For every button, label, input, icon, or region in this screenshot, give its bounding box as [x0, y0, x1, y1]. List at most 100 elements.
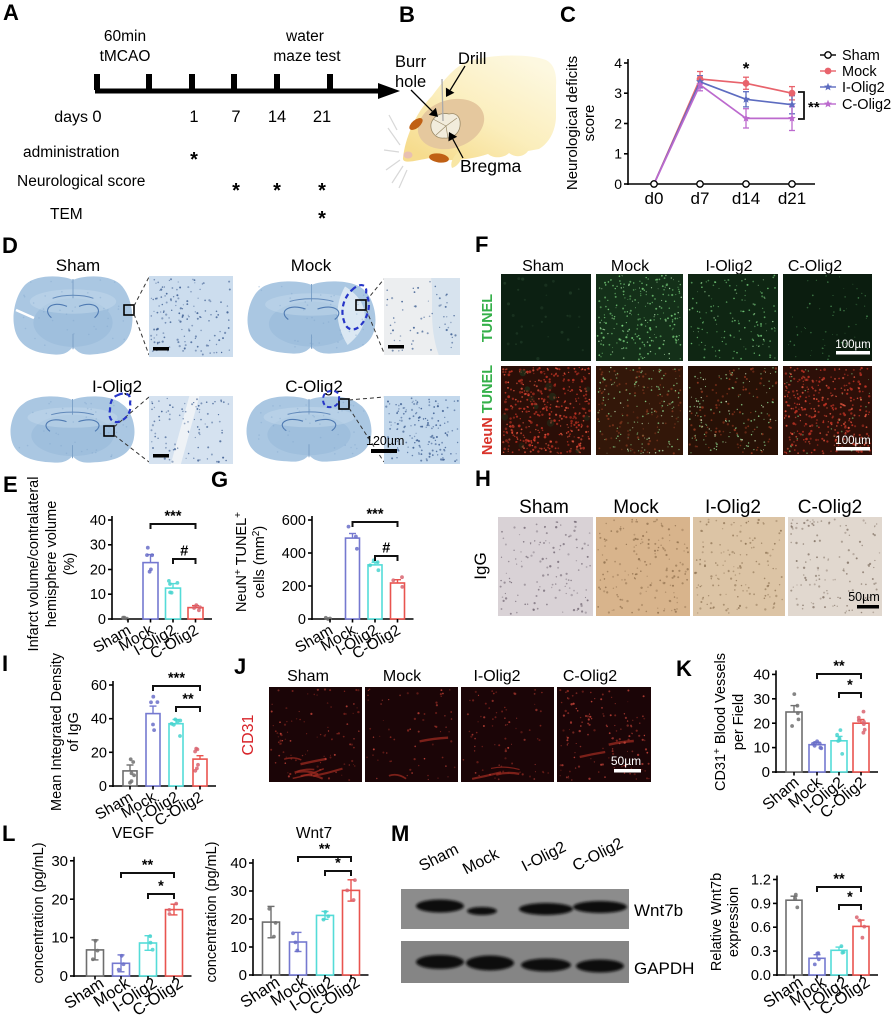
svg-text:Neurological score: Neurological score [17, 173, 145, 190]
svg-text:concentration (pg/mL): concentration (pg/mL) [204, 841, 220, 982]
svg-text:J: J [234, 654, 246, 679]
svg-text:**: ** [142, 858, 154, 874]
svg-text:Mock: Mock [611, 258, 650, 275]
svg-text:administration: administration [23, 144, 120, 161]
svg-text:*: * [190, 149, 198, 171]
svg-text:C-Olig2: C-Olig2 [842, 97, 891, 113]
svg-text:Mock: Mock [613, 497, 659, 518]
svg-text:30: 30 [90, 538, 106, 554]
svg-text:#: # [180, 544, 188, 560]
svg-text:60min: 60min [104, 28, 146, 45]
svg-text:40: 40 [91, 712, 107, 728]
svg-text:0.0: 0.0 [751, 968, 771, 984]
svg-text:**: ** [833, 872, 845, 888]
svg-text:GAPDH: GAPDH [634, 959, 694, 978]
svg-text:*: * [318, 208, 326, 230]
svg-text:20: 20 [90, 562, 106, 578]
svg-text:IgG: IgG [471, 552, 490, 579]
svg-text:***: *** [165, 509, 182, 525]
svg-text:0: 0 [762, 764, 770, 781]
svg-text:maze test: maze test [273, 48, 341, 65]
svg-text:concentration (pg/mL): concentration (pg/mL) [31, 842, 47, 983]
svg-text:*: * [318, 180, 326, 202]
svg-text:cells (mm2): cells (mm2) [251, 526, 268, 598]
svg-text:0: 0 [92, 108, 101, 126]
svg-text:*: * [847, 890, 853, 906]
svg-text:20: 20 [51, 891, 68, 908]
svg-text:**: ** [182, 692, 194, 708]
svg-text:0: 0 [98, 612, 106, 628]
svg-text:0.9: 0.9 [751, 896, 771, 912]
svg-text:NeuN+ TUNEL+: NeuN+ TUNEL+ [233, 512, 250, 612]
svg-text:K: K [676, 656, 692, 681]
svg-text:3: 3 [614, 85, 622, 101]
svg-text:CD31+ Blood Vessels: CD31+ Blood Vessels [712, 653, 729, 791]
svg-text:30: 30 [51, 853, 68, 870]
svg-text:TUNEL: TUNEL [480, 294, 496, 342]
svg-text:water: water [285, 28, 324, 45]
svg-text:0: 0 [239, 967, 247, 984]
svg-text:hole: hole [395, 73, 426, 91]
svg-text:G: G [211, 467, 228, 492]
svg-text:Wnt7b: Wnt7b [634, 901, 683, 920]
svg-text:0.3: 0.3 [751, 944, 771, 960]
svg-text:F: F [475, 232, 488, 257]
svg-text:21: 21 [313, 108, 331, 126]
svg-text:H: H [475, 466, 491, 491]
svg-text:**: ** [319, 842, 331, 858]
svg-text:(%): (%) [62, 553, 78, 576]
svg-text:**: ** [808, 99, 820, 116]
svg-text:hemisphere volume: hemisphere volume [44, 501, 60, 628]
svg-text:I-Olig2: I-Olig2 [705, 497, 761, 518]
svg-text:14: 14 [268, 108, 286, 126]
svg-text:1: 1 [189, 108, 198, 126]
svg-text:E: E [3, 472, 18, 497]
svg-text:10: 10 [51, 930, 68, 947]
svg-text:I-Olig2: I-Olig2 [705, 258, 752, 275]
svg-text:***: *** [168, 671, 185, 687]
svg-text:1: 1 [614, 146, 622, 162]
svg-text:d14: d14 [732, 189, 760, 208]
svg-text:Drill: Drill [458, 50, 486, 68]
svg-text:7: 7 [231, 108, 240, 126]
svg-text:100µm: 100µm [835, 435, 870, 447]
svg-text:Bregma: Bregma [460, 156, 522, 176]
svg-text:C-Olig2: C-Olig2 [285, 377, 343, 396]
svg-text:expression: expression [726, 887, 742, 957]
svg-text:Sham: Sham [522, 258, 564, 275]
svg-text:Mock: Mock [291, 256, 332, 275]
svg-text:40: 40 [90, 513, 106, 529]
svg-text:40: 40 [753, 667, 770, 684]
svg-text:Relative Wnt7b: Relative Wnt7b [709, 873, 725, 971]
svg-text:NeuN TUNEL: NeuN TUNEL [480, 365, 496, 455]
svg-text:10: 10 [230, 939, 247, 956]
svg-text:#: # [382, 541, 390, 557]
svg-text:**: ** [833, 659, 845, 675]
svg-text:*: * [232, 180, 240, 202]
svg-text:30: 30 [230, 883, 247, 900]
svg-text:tMCAO: tMCAO [100, 48, 151, 65]
svg-text:40: 40 [230, 855, 247, 872]
svg-text:50µm: 50µm [611, 754, 641, 768]
svg-text:C-Olig2: C-Olig2 [563, 668, 617, 685]
svg-text:Mean Integrated Density: Mean Integrated Density [49, 652, 65, 811]
svg-text:2: 2 [614, 115, 622, 131]
svg-text:Mock: Mock [383, 668, 422, 685]
svg-text:*: * [273, 180, 281, 202]
svg-text:0: 0 [99, 779, 107, 795]
svg-text:10: 10 [753, 740, 770, 757]
svg-text:d21: d21 [778, 189, 806, 208]
svg-text:Sham: Sham [56, 256, 100, 275]
svg-text:C-Olig2: C-Olig2 [798, 497, 862, 518]
svg-text:400: 400 [282, 546, 306, 562]
svg-text:0.6: 0.6 [751, 920, 771, 936]
svg-text:0: 0 [60, 968, 68, 985]
svg-text:60: 60 [91, 678, 107, 694]
svg-text:d0: d0 [645, 189, 664, 208]
svg-text:***: *** [367, 507, 384, 523]
svg-text:I-Olig2: I-Olig2 [92, 377, 142, 396]
svg-text:0: 0 [614, 176, 622, 192]
svg-text:score: score [581, 105, 598, 142]
svg-text:I: I [2, 651, 8, 676]
svg-text:100µm: 100µm [835, 339, 870, 351]
